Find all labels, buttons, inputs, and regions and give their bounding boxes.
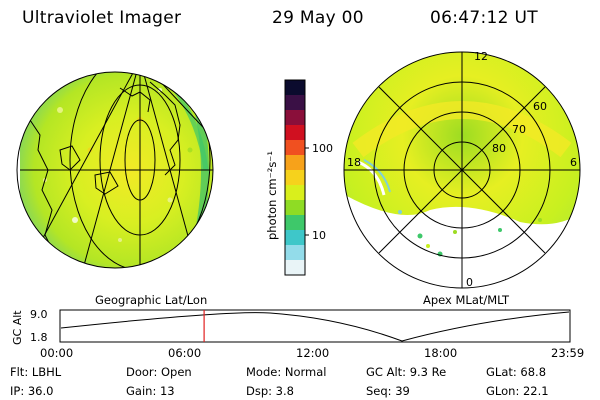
info-gain: Gain: 13 <box>126 384 175 398</box>
polar-panel-label: Apex MLat/MLT <box>423 293 510 307</box>
info-door: Door: Open <box>126 365 192 379</box>
polar-panel: 12 18 6 0 60 70 80 <box>343 50 581 289</box>
mlat-label-70: 70 <box>512 123 526 136</box>
info-seq: Seq: 39 <box>366 384 410 398</box>
colorbar-stripe <box>285 125 305 141</box>
altitude-plot-frame <box>59 309 571 343</box>
mlt-label-0: 0 <box>466 276 473 289</box>
colorbar-stripe <box>285 110 305 126</box>
colorbar-stripe <box>285 245 305 261</box>
colorbar: 100 10 photon cm⁻²s⁻¹ <box>265 79 333 276</box>
alt-xtick-0000: 00:00 <box>40 346 73 360</box>
colorbar-stripe <box>285 185 305 201</box>
altitude-curve <box>60 311 570 342</box>
instrument-title: Ultraviolet Imager <box>22 8 182 28</box>
mlat-label-60: 60 <box>533 100 547 113</box>
mlt-label-6: 6 <box>570 156 577 169</box>
info-ip: IP: 36.0 <box>10 384 54 398</box>
colorbar-stripe <box>285 200 305 216</box>
mlt-label-12: 12 <box>474 50 488 63</box>
info-glat: GLat: 68.8 <box>486 365 547 379</box>
info-mode: Mode: Normal <box>246 365 327 379</box>
colorbar-tick-100: 100 <box>312 142 333 155</box>
time-label: 06:47:12 UT <box>430 8 538 28</box>
mlat-label-80: 80 <box>492 142 506 155</box>
info-glon: GLon: 22.1 <box>486 384 549 398</box>
polar-grid <box>343 51 581 289</box>
colorbar-tick-10: 10 <box>312 229 326 242</box>
altitude-plot: 9.0 1.8 GC Alt 00:00 06:00 12:00 18:00 2… <box>11 308 584 360</box>
info-gc-alt: GC Alt: 9.3 Re <box>366 365 447 379</box>
geo-limb <box>16 71 214 269</box>
alt-xtick-2359: 23:59 <box>551 346 584 360</box>
colorbar-stripe <box>285 170 305 186</box>
colorbar-stripe <box>285 230 305 246</box>
colorbar-stripe <box>285 140 305 156</box>
mlt-label-18: 18 <box>347 156 361 169</box>
colorbar-unit-label: photon cm⁻²s⁻¹ <box>265 151 279 240</box>
alt-ytick-high: 9.0 <box>30 308 48 321</box>
colorbar-stripe <box>285 215 305 231</box>
geographic-panel <box>16 71 214 269</box>
colorbar-stripe <box>285 95 305 111</box>
alt-ytick-low: 1.8 <box>30 331 48 344</box>
alt-xtick-0600: 06:00 <box>168 346 201 360</box>
colorbar-frame <box>284 79 306 276</box>
colorbar-stripe <box>285 80 305 96</box>
alt-xtick-1800: 18:00 <box>424 346 457 360</box>
info-filter: Flt: LBHL <box>10 365 62 379</box>
alt-xtick-1200: 12:00 <box>296 346 329 360</box>
colorbar-stripe <box>285 260 305 276</box>
info-dsp: Dsp: 3.8 <box>246 384 294 398</box>
date-label: 29 May 00 <box>272 8 364 28</box>
geo-panel-label: Geographic Lat/Lon <box>95 293 207 307</box>
colorbar-stripe <box>285 155 305 171</box>
alt-ylabel: GC Alt <box>11 310 24 345</box>
